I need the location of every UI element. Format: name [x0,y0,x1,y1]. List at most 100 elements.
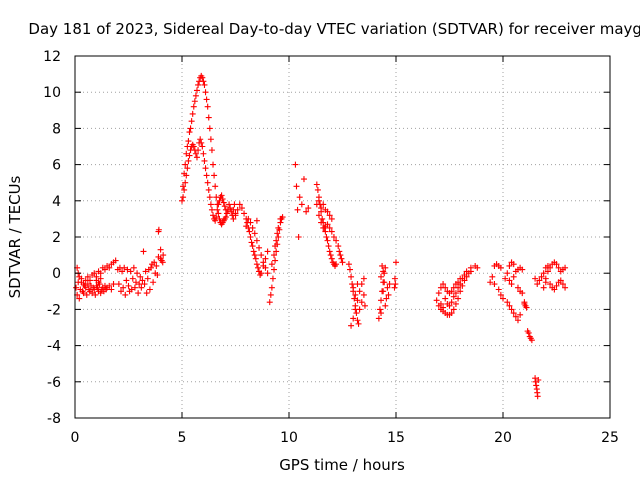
data-point-marker [247,234,254,240]
series-isolated-4h [155,226,167,266]
data-point-marker [274,230,281,237]
data-point-marker [231,201,238,208]
data-point-marker [268,261,275,268]
data-point-marker [205,186,212,193]
data-point-marker [391,284,398,291]
data-point-marker [393,259,399,266]
y-tick-label: -8 [47,411,61,427]
data-point-marker [514,317,521,324]
data-point-marker [349,281,356,288]
data-point-marker [199,74,206,81]
data-point-marker [350,284,357,291]
data-point-marker [376,306,383,313]
data-point-marker [138,284,145,291]
data-point-marker [440,281,447,288]
data-point-marker [112,257,119,264]
data-point-marker [127,268,134,275]
data-point-marker [380,268,387,275]
data-point-marker [318,205,325,212]
data-point-marker [135,290,142,297]
data-point-marker [121,264,128,271]
data-point-marker [534,281,541,288]
data-point-marker [315,197,322,204]
data-point-marker [354,297,361,304]
data-point-marker [146,286,153,293]
data-point-marker [326,224,333,231]
data-point-marker [188,118,195,125]
data-point-marker [328,255,335,262]
y-axis-tick-labels: -8 -6 -4 -2 0 2 4 6 8 10 12 [43,49,61,427]
data-point-marker [273,237,280,244]
data-point-marker [502,275,509,282]
data-point-marker [540,270,547,277]
data-point-marker [193,87,200,94]
y-tick-label: 4 [52,194,61,210]
data-point-marker [324,237,331,244]
data-point-marker [252,255,259,262]
data-point-marker [378,297,385,304]
data-point-marker [211,172,218,179]
data-point-marker [293,183,300,190]
data-point-marker [328,215,335,222]
data-point-marker [147,264,154,271]
data-point-marker [336,248,343,255]
data-point-marker [115,281,122,288]
data-point-marker [131,284,138,291]
data-point-marker [294,206,301,213]
data-point-marker [251,230,258,237]
data-point-marker [540,284,547,291]
data-point-marker [83,291,90,298]
data-point-marker [190,143,197,150]
data-point-marker [212,183,219,190]
series-arc-0-2h-upper [74,257,119,288]
data-point-marker [380,288,387,295]
series-arc-11-12.5h [313,181,346,269]
series-arc-21.5-23h [532,259,569,293]
data-point-marker [190,103,197,110]
data-point-marker [157,255,164,262]
data-point-marker [273,248,280,255]
data-point-marker [200,150,207,157]
data-point-marker [461,272,468,279]
data-point-marker [179,197,185,204]
data-point-marker [141,281,148,288]
data-point-marker [143,290,150,297]
data-point-marker [189,110,196,117]
data-point-marker [544,262,551,269]
y-tick-label: 2 [52,230,61,246]
data-point-marker [230,215,237,222]
data-point-marker [300,176,307,183]
data-point-marker [296,194,303,201]
data-point-marker [448,310,455,317]
data-point-marker [386,281,393,288]
data-point-marker [533,382,540,389]
data-point-marker [536,277,543,284]
data-point-marker [553,282,560,289]
data-point-marker [91,270,98,277]
data-point-marker [203,96,210,103]
data-point-marker [326,248,333,255]
data-point-marker [271,266,278,273]
data-point-marker [226,201,233,208]
data-point-marker [253,261,260,268]
data-point-marker [433,297,440,304]
data-point-marker [220,199,227,206]
x-tick-label: 5 [178,430,187,446]
data-point-marker [183,172,190,179]
data-point-marker [206,194,213,201]
data-point-marker [495,286,502,293]
data-point-marker [489,273,496,280]
data-point-marker [277,215,284,222]
data-point-marker [260,259,267,266]
data-point-marker [84,273,91,280]
data-points [73,72,569,400]
data-point-marker [345,261,352,268]
data-point-marker [223,210,230,217]
data-point-marker [139,277,146,284]
data-point-marker [351,295,358,302]
data-point-marker [346,266,353,273]
data-point-marker [313,181,320,188]
data-point-marker [510,273,517,280]
data-point-marker [459,275,466,282]
series-loop-17-18.8h [433,262,481,318]
